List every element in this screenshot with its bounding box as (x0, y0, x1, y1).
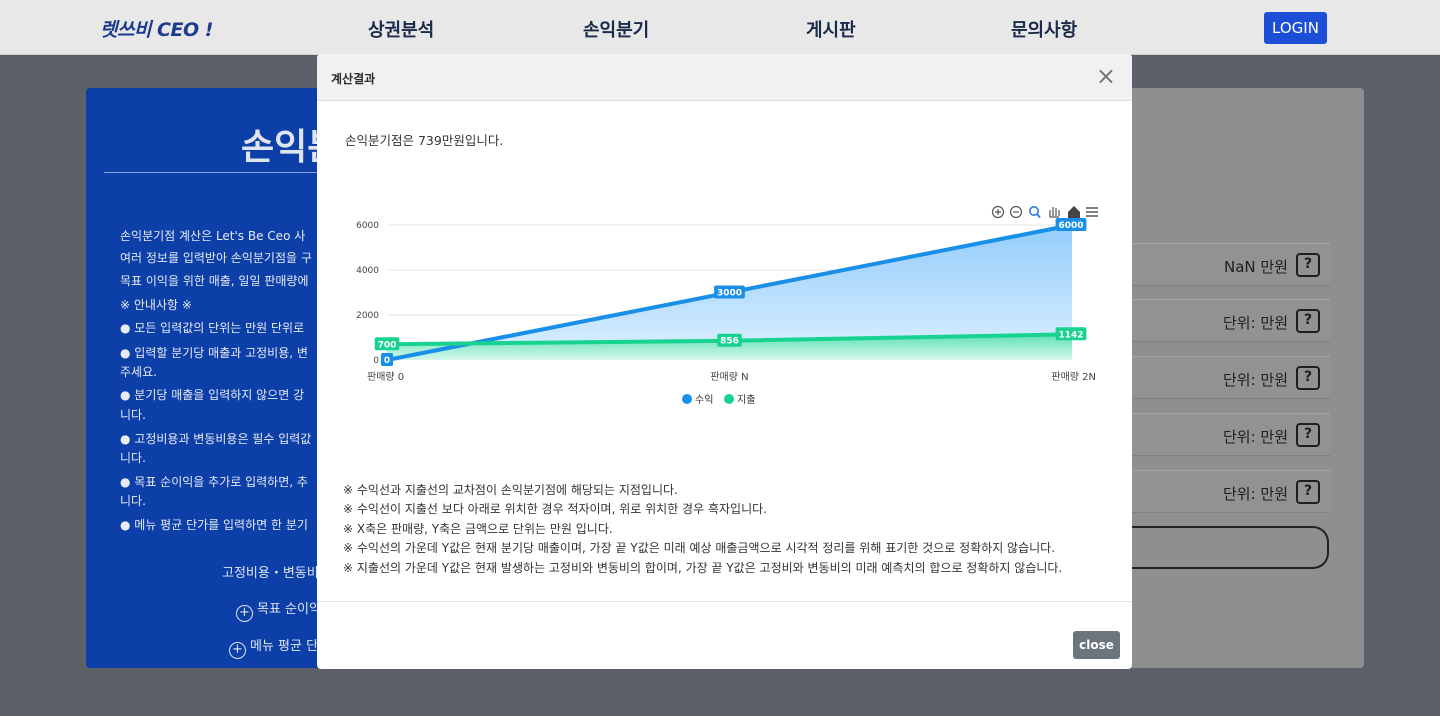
help-icon[interactable]: ? (1296, 480, 1320, 504)
note-line: ※ X축은 판매량, Y축은 금액으로 단위는 만원 입니다. (343, 521, 613, 536)
y-tick-label: 6000 (356, 221, 379, 231)
break-even-result: 손익분기점은 739만원입니다. (345, 133, 504, 148)
menu-icon[interactable] (1086, 207, 1098, 217)
help-icon[interactable]: ? (1296, 253, 1320, 277)
note-line: ※ 수익선과 지출선의 교차점이 손익분기점에 해당되는 지점입니다. (343, 483, 678, 497)
break-even-chart: 0 3000 6000 700 856 1142 0 2000 4000 6000 판매량 0 판매… (356, 205, 1098, 406)
input-unit: 단위: 만원 (1222, 428, 1288, 446)
close-icon[interactable]: × (1095, 62, 1116, 90)
data-label-box (380, 353, 394, 366)
y-tick-label: 4000 (356, 266, 379, 276)
menu-lines (1086, 207, 1098, 217)
data-label: 700 (378, 340, 397, 350)
note-line: ※ 수익선이 지출선 보다 아래로 위치한 경우 적자이며, 위로 위치한 경우… (343, 502, 767, 517)
menu-price-toggle[interactable]: + 메뉴 평균 단 (229, 635, 318, 659)
legend-marker[interactable] (682, 394, 692, 404)
info-line: ※ 안내사항 ※ (120, 298, 192, 312)
target-profit-label: 목표 순이익 (257, 602, 321, 617)
note-line: ※ 수익선의 가운데 Y값은 현재 분기당 매출이며, 가장 끝 Y값은 미래 … (343, 541, 1056, 556)
info-line: ● 분기당 매출을 입력하지 않으면 강 (120, 388, 305, 402)
nav-item-inquiry[interactable]: 문의사항 (1011, 20, 1078, 41)
zoom-select-icon[interactable] (1028, 205, 1041, 219)
info-line: 니다. (120, 451, 146, 465)
pan-icon[interactable] (1049, 207, 1060, 218)
x-tick-label: 판매량 2N (1051, 371, 1096, 383)
divider (104, 172, 344, 173)
info-line: ● 모든 입력값의 단위는 만원 단위로 (120, 321, 305, 335)
data-label: 6000 (1058, 221, 1083, 231)
modal-footer: close (317, 601, 1132, 669)
info-line: ● 입력할 분기당 매출과 고정비용, 변 (120, 346, 308, 360)
data-label-box (374, 337, 400, 351)
data-label: 856 (720, 337, 739, 347)
data-label-box (1055, 327, 1087, 341)
data-label: 3000 (717, 289, 742, 299)
help-icon[interactable]: ? (1296, 423, 1320, 447)
input-row[interactable]: 단위: 만원 ? (1130, 299, 1330, 342)
input-row[interactable]: 단위: 만원 ? (1130, 413, 1330, 456)
note-line: ※ 지출선의 가운데 Y값은 현재 발생하는 고정비와 변동비의 합이며, 가장… (343, 560, 1063, 575)
info-line: ● 메뉴 평균 단가를 입력하면 한 분기 (120, 518, 308, 532)
x-tick-label: 판매량 N (710, 371, 748, 383)
hand-shape (1049, 207, 1060, 218)
info-line: 여러 정보를 입력받아 손익분기점을 구 (120, 251, 312, 265)
plus-circle-icon: + (236, 605, 253, 622)
zoom-out-icon[interactable] (1009, 205, 1023, 219)
target-profit-toggle[interactable]: + 목표 순이익 (236, 598, 321, 622)
nav-item-break-even[interactable]: 손익분기 (583, 20, 650, 41)
legend-label[interactable]: 수익 (695, 394, 713, 406)
info-line: ● 고정비용과 변동비용은 필수 입력값 (120, 432, 312, 446)
plus-circle-icon: + (229, 642, 246, 659)
input-row[interactable]: 단위: 만원 ? (1130, 356, 1330, 399)
input-unit: 단위: 만원 (1222, 314, 1288, 332)
data-label-box (717, 333, 742, 347)
top-navbar: 렛쓰비 CEO ! 상권분석 손익분기 게시판 문의사항 LOGIN (0, 0, 1440, 55)
info-panel: 손익분 손익분기점 계산은 Let's Be Ceo 사 여러 정보를 입력받아… (86, 88, 346, 668)
chart-toolbar (991, 205, 1098, 219)
calculate-button[interactable] (1100, 526, 1329, 569)
info-line: ● 목표 순이익을 추가로 입력하면, 추 (120, 475, 308, 489)
zoom-out-circle (1009, 205, 1023, 219)
magnifier-lens (1028, 205, 1039, 216)
home-shape (1068, 206, 1080, 218)
login-button[interactable]: LOGIN (1264, 12, 1327, 44)
cost-label: 고정비용・변동비 (222, 566, 319, 581)
info-line: 손익분기점 계산은 Let's Be Ceo 사 (120, 229, 306, 243)
help-icon[interactable]: ? (1296, 309, 1320, 333)
zoom-in-circle (991, 205, 1005, 219)
close-button[interactable]: close (1073, 631, 1120, 659)
menu-price-label: 메뉴 평균 단 (250, 639, 319, 654)
zoom-in-icon[interactable] (991, 205, 1005, 219)
input-row[interactable]: 단위: 만원 ? (1130, 470, 1330, 513)
x-tick-label: 판매량 0 (367, 371, 404, 383)
data-label: 1142 (1058, 330, 1083, 340)
input-unit: 단위: 만원 (1222, 371, 1288, 389)
magnifier-handle (1036, 213, 1041, 219)
chart-notes: ※ 수익선과 지출선의 교차점이 손익분기점에 해당되는 지점입니다. ※ 수익… (343, 481, 1062, 578)
y-tick-label: 2000 (356, 311, 379, 321)
info-line: 니다. (120, 408, 146, 422)
zoom-in-plus (995, 209, 1001, 215)
info-line: 주세요. (120, 365, 157, 379)
data-label-box (1055, 218, 1087, 231)
home-icon[interactable] (1068, 206, 1080, 218)
input-unit: NaN 만원 (1223, 258, 1288, 276)
data-label: 0 (384, 356, 390, 366)
result-modal: 계산결과 × 손익분기점은 739만원입니다. 0 3000 6000 700 856 1… (317, 54, 1132, 669)
series-area (387, 334, 1072, 360)
nav-item-market-analysis[interactable]: 상권분석 (368, 20, 435, 41)
data-label-box (714, 285, 745, 299)
modal-header: 계산결과 × (317, 54, 1132, 101)
y-tick-label: 0 (373, 356, 379, 366)
site-logo[interactable]: 렛쓰비 CEO ! (100, 19, 213, 41)
info-line: 목표 이익을 위한 매출, 일일 판매량에 (120, 274, 309, 288)
legend-label[interactable]: 지출 (737, 394, 755, 406)
modal-title: 계산결과 (331, 72, 376, 86)
help-icon[interactable]: ? (1296, 366, 1320, 390)
input-row[interactable]: NaN 만원 ? (1130, 243, 1330, 286)
nav-item-board[interactable]: 게시판 (806, 20, 856, 41)
info-line: 니다. (120, 494, 146, 508)
input-unit: 단위: 만원 (1222, 485, 1288, 503)
legend-marker[interactable] (724, 394, 734, 404)
